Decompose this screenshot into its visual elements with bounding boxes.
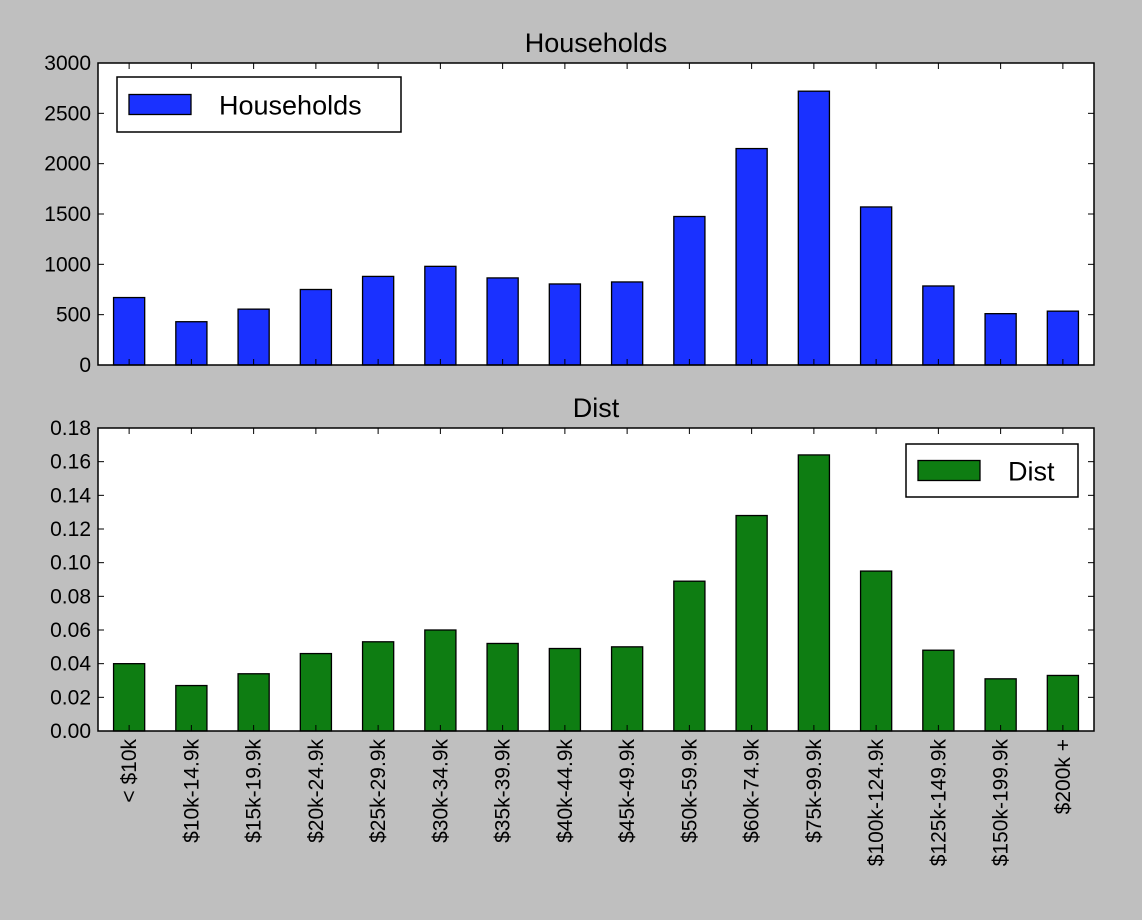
axes-frame <box>97 427 1095 732</box>
y-tick-label: 0.02 <box>50 686 91 709</box>
bar <box>237 308 270 366</box>
bar <box>673 580 706 732</box>
bar <box>299 288 333 366</box>
bar <box>175 321 208 366</box>
bar <box>361 275 395 366</box>
y-tick-label: 1000 <box>44 253 91 276</box>
chart-title: Dist <box>573 393 620 423</box>
chart-title: Households <box>525 28 668 58</box>
y-tick-label: 3000 <box>44 52 91 75</box>
x-tick-label: < $10k <box>118 739 141 803</box>
bar <box>673 215 706 366</box>
bar <box>610 646 644 732</box>
bar <box>112 663 146 732</box>
x-tick-label: $150k-199.9k <box>990 739 1013 867</box>
bar <box>797 454 831 732</box>
bar <box>922 285 955 366</box>
bar <box>486 642 519 732</box>
bar <box>424 265 457 366</box>
y-tick-label: 0.04 <box>50 653 91 676</box>
bar <box>735 514 768 732</box>
bar <box>797 90 831 366</box>
y-tick-label: 0.10 <box>50 552 91 575</box>
chart-2: Dist 0.00 0.02 0.04 0.06 0.08 0.10 0.12 0.14 0.16… <box>50 393 1095 867</box>
x-tick-label: $45k-49.9k <box>616 739 639 843</box>
x-tick-label: $25k-29.9k <box>367 739 390 843</box>
bar <box>859 570 893 732</box>
bar <box>922 649 955 732</box>
bar <box>112 296 146 366</box>
bar <box>237 673 270 732</box>
legend-label: Dist <box>1008 457 1055 487</box>
legend-swatch <box>128 93 192 116</box>
bar <box>486 277 519 366</box>
y-tick-label: 0.12 <box>50 518 91 541</box>
bar <box>175 684 208 732</box>
y-tick-label: 0.18 <box>50 417 91 440</box>
axes-frame <box>97 62 1095 366</box>
legend: Households <box>116 76 402 133</box>
y-tick-label: 0.06 <box>50 619 91 642</box>
y-tick-label: 0.08 <box>50 585 91 608</box>
x-tick-label: $60k-74.9k <box>741 739 764 843</box>
bar <box>361 641 395 732</box>
x-tick-label: $75k-99.9k <box>803 739 826 843</box>
legend-label: Households <box>219 91 362 121</box>
x-tick-label: $40k-44.9k <box>554 739 577 843</box>
y-tick-label: 2000 <box>44 153 91 176</box>
y-tick-label: 1500 <box>44 203 91 226</box>
x-tick-label: $100k-124.9k <box>865 739 888 867</box>
bar <box>984 678 1017 732</box>
bar <box>1046 674 1080 732</box>
bar <box>299 652 333 732</box>
bar <box>984 313 1017 366</box>
x-tick-label: $30k-34.9k <box>429 739 452 843</box>
x-tick-label: $200k + <box>1052 739 1075 814</box>
y-tick-label: 0 <box>79 354 91 377</box>
x-tick-label: $35k-39.9k <box>492 739 515 843</box>
bar <box>548 283 582 366</box>
legend: Dist <box>905 443 1079 498</box>
x-tick-label: $15k-19.9k <box>243 739 266 843</box>
chart-1: Households 0 500 1000 1500 2000 2500 3000 Househ… <box>44 28 1095 377</box>
x-tick-label: $50k-59.9k <box>678 739 701 843</box>
y-tick-label: 2500 <box>44 102 91 125</box>
legend-swatch <box>917 459 981 482</box>
y-tick-label: 0.14 <box>50 484 91 507</box>
bar <box>1046 310 1080 366</box>
y-tick-label: 0.00 <box>50 720 91 743</box>
bar <box>859 206 893 366</box>
bar <box>548 647 582 732</box>
bar <box>735 147 768 366</box>
x-tick-label: $20k-24.9k <box>305 739 328 843</box>
bar <box>610 281 644 366</box>
x-tick-label: $10k-14.9k <box>180 739 203 843</box>
y-tick-label: 500 <box>56 304 91 327</box>
x-tick-label: $125k-149.9k <box>927 739 950 867</box>
y-tick-label: 0.16 <box>50 451 91 474</box>
bar <box>424 629 457 732</box>
